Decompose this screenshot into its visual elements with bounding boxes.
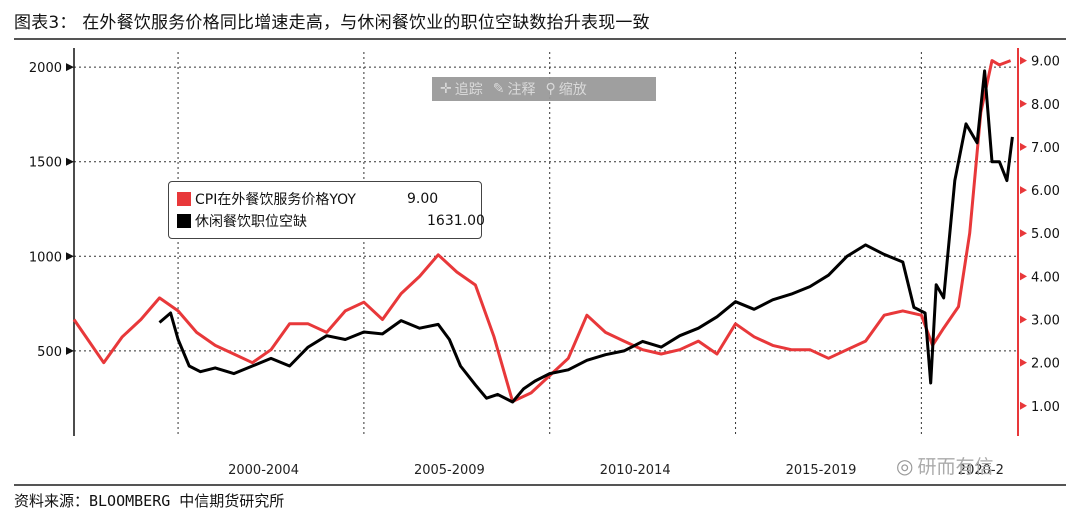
- right-tick-label: 1.00: [1031, 400, 1060, 415]
- right-tick-marker: [1020, 315, 1027, 324]
- x-tick-label: 2000-2004: [228, 463, 299, 478]
- right-tick-label: 3.00: [1031, 314, 1060, 329]
- legend-entry-cpi: CPI在外餐饮服务价格YOY 9.00: [177, 189, 438, 209]
- right-tick-marker: [1020, 99, 1027, 108]
- right-tick-label: 4.00: [1031, 270, 1060, 285]
- crosshair-icon: ✛: [440, 81, 452, 97]
- track-button[interactable]: ✛ 追踪: [440, 81, 483, 98]
- chart-legend: CPI在外餐饮服务价格YOY 9.00 休闲餐饮职位空缺 1631.00: [168, 181, 485, 239]
- title-divider: [14, 38, 1066, 40]
- wechat-icon: ◎: [896, 453, 914, 478]
- right-tick-marker: [1020, 272, 1027, 281]
- pencil-icon: ✎: [492, 81, 505, 97]
- right-tick-marker: [1020, 229, 1027, 238]
- legend-swatch-red: [177, 192, 191, 206]
- page-title: 图表3： 在外餐饮服务价格同比增速走高，与休闲餐饮业的职位空缺数抬升表现一致: [14, 13, 650, 33]
- series-line-cpi: [72, 59, 1012, 403]
- legend-label: CPI在外餐饮服务价格YOY: [195, 192, 356, 208]
- legend-swatch-black: [177, 214, 191, 228]
- right-tick-label: 8.00: [1031, 98, 1060, 113]
- left-tick-marker: [66, 252, 74, 261]
- magnifier-icon: ⚲: [545, 81, 556, 97]
- left-tick-marker: [66, 157, 74, 166]
- right-tick-marker: [1020, 358, 1027, 367]
- source-note: 资料来源：BLOOMBERG 中信期货研究所: [14, 492, 285, 510]
- x-tick-label: 2010-2014: [600, 463, 671, 478]
- left-tick-label: 1500: [29, 156, 62, 171]
- right-tick-marker: [1020, 186, 1027, 195]
- right-tick-marker: [1020, 401, 1027, 410]
- legend-label: 休闲餐饮职位空缺: [195, 214, 307, 230]
- chart-toolbar: ✛ 追踪 ✎ 注释 ⚲ 缩放: [432, 77, 656, 101]
- watermark: ◎ 研而有信: [896, 453, 994, 479]
- zoom-button[interactable]: ⚲ 缩放: [545, 81, 587, 98]
- x-tick-label: 2020-2: [958, 463, 1004, 478]
- right-tick-marker: [1020, 142, 1027, 151]
- right-tick-label: 5.00: [1031, 227, 1060, 242]
- right-tick-label: 9.00: [1031, 55, 1060, 70]
- left-tick-label: 1000: [29, 250, 62, 265]
- left-tick-label: 2000: [29, 61, 62, 76]
- legend-entry-openings: 休闲餐饮职位空缺 1631.00: [177, 211, 485, 231]
- left-tick-label: 500: [37, 345, 62, 360]
- x-tick-label: 2015-2019: [786, 463, 857, 478]
- left-tick-marker: [66, 63, 74, 72]
- footer-divider: [14, 484, 1066, 486]
- legend-value: 1631.00: [427, 213, 485, 229]
- series-line-job-openings: [158, 69, 1014, 404]
- right-tick-marker: [1020, 56, 1027, 65]
- annotate-button[interactable]: ✎ 注释: [492, 81, 536, 98]
- chart-canvas: 500 1000 1500 2000 1.00 2.00 3.00 4.00 5.00 6.00 7…: [29, 48, 1060, 478]
- x-tick-label: 2005-2009: [414, 463, 485, 478]
- right-tick-label: 6.00: [1031, 184, 1060, 199]
- legend-value: 9.00: [407, 191, 439, 207]
- right-tick-label: 7.00: [1031, 141, 1060, 156]
- right-tick-label: 2.00: [1031, 357, 1060, 372]
- left-tick-marker: [66, 346, 74, 355]
